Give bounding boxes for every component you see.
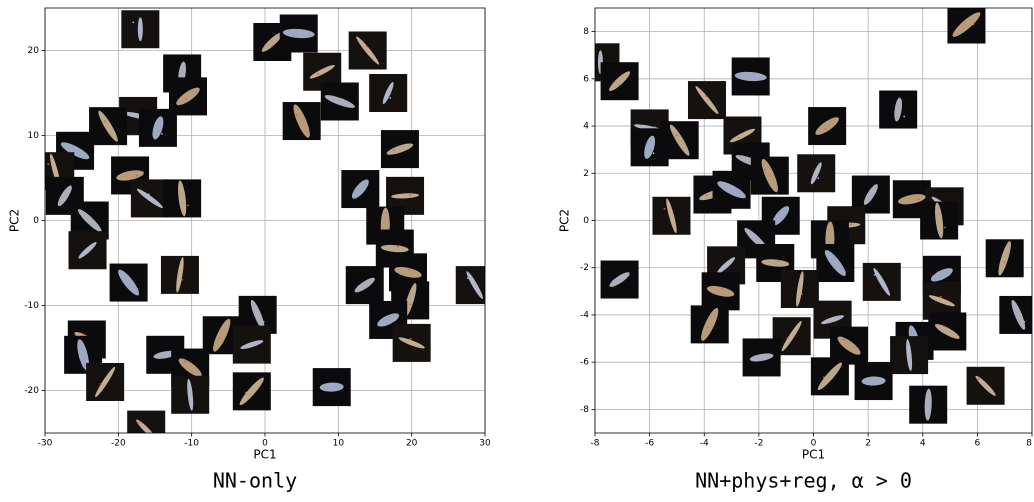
galaxy-thumbnail (456, 266, 494, 304)
x-tick-label: 8 (1026, 439, 1032, 449)
galaxy-thumbnail (381, 130, 419, 168)
x-tick-label: 20 (406, 439, 418, 449)
galaxy-thumbnail (346, 266, 384, 304)
figure: -30 -20 -10 0 10 20 30 -20 -10 0 10 20 PC1 PC2 NN-only… (0, 0, 1034, 498)
galaxy-thumbnail (601, 261, 639, 299)
galaxy-thumbnail (171, 376, 209, 414)
y-axis-label: PC2 (8, 209, 22, 232)
galaxy-thumbnail (928, 312, 966, 350)
galaxy-thumbnail (811, 357, 849, 395)
galaxy-thumbnail (313, 368, 351, 406)
galaxy-thumbnail (163, 179, 201, 217)
galaxy-thumbnail (110, 264, 148, 302)
y-tick-label: 8 (583, 27, 589, 37)
x-tick-label: -10 (184, 439, 199, 449)
x-axis-label: PC1 (253, 448, 276, 462)
galaxy-thumbnail (743, 338, 781, 376)
galaxy-thumbnail (751, 157, 789, 195)
x-tick-label: -8 (591, 439, 600, 449)
galaxy-thumbnail (781, 270, 819, 308)
y-tick-label: -4 (580, 310, 589, 320)
y-tick-label: 20 (28, 46, 40, 56)
caption: NN+phys+reg, α > 0 (695, 469, 912, 493)
galaxy-thumbnail (947, 6, 985, 44)
x-tick-label: 2 (865, 439, 871, 449)
y-tick-label: 4 (583, 122, 589, 132)
galaxy-thumbnail (920, 202, 958, 240)
galaxy-thumbnail (808, 107, 846, 145)
galaxy-thumbnail (69, 231, 107, 269)
x-tick-label: -4 (700, 439, 709, 449)
galaxy-thumbnail (631, 128, 669, 166)
galaxy-thumbnail (691, 305, 729, 343)
galaxy-thumbnail (855, 362, 893, 400)
y-tick-label: -10 (24, 301, 39, 311)
galaxy-thumbnail (393, 324, 431, 362)
galaxy-thumbnail (321, 83, 359, 121)
y-tick-label: -8 (580, 405, 589, 415)
galaxy-thumbnail (349, 32, 387, 70)
galaxy-thumbnail (702, 272, 740, 310)
galaxy-thumbnail (341, 170, 379, 208)
x-tick-label: 10 (333, 439, 345, 449)
galaxy-thumbnail (652, 197, 690, 235)
y-tick-label: -6 (580, 358, 589, 368)
galaxy-thumbnail (967, 367, 1005, 405)
galaxy-thumbnail (713, 171, 751, 209)
y-tick-label: -2 (580, 263, 589, 273)
x-tick-label: -2 (754, 439, 763, 449)
galaxy-thumbnail (89, 107, 127, 145)
galaxy-thumbnail (233, 372, 271, 410)
galaxy-thumbnail (863, 263, 901, 301)
caption: NN-only (213, 469, 297, 493)
galaxy-thumbnail (909, 386, 947, 424)
y-tick-label: 10 (28, 131, 40, 141)
y-tick-label: 2 (583, 169, 589, 179)
galaxy-thumbnail (86, 363, 124, 401)
galaxy-thumbnail (688, 81, 726, 119)
galaxy-thumbnail (161, 256, 199, 294)
x-tick-label: -6 (645, 439, 654, 449)
galaxy-thumbnail (601, 62, 639, 100)
galaxy-thumbnail (797, 154, 835, 192)
galaxy-thumbnail (816, 244, 854, 282)
galaxy-thumbnail (732, 57, 770, 95)
x-tick-label: 6 (975, 439, 981, 449)
y-tick-label: 0 (583, 216, 589, 226)
x-tick-label: -20 (111, 439, 126, 449)
x-tick-label: 30 (479, 439, 491, 449)
y-axis-label: PC2 (558, 209, 572, 232)
x-tick-label: 4 (920, 439, 926, 449)
galaxy-thumbnail (283, 102, 321, 140)
galaxy-thumbnail (369, 74, 407, 112)
galaxy-thumbnail (890, 336, 928, 374)
x-tick-label: -30 (38, 439, 53, 449)
y-tick-label: 6 (583, 74, 589, 84)
galaxy-thumbnail (233, 326, 271, 364)
y-tick-label: -20 (24, 386, 39, 396)
galaxy-thumbnail (986, 239, 1024, 277)
galaxy-thumbnail (879, 91, 917, 129)
galaxy-thumbnail (139, 109, 177, 147)
x-axis-label: PC1 (802, 448, 825, 462)
galaxy-thumbnail (999, 296, 1034, 334)
y-tick-label: 0 (33, 216, 39, 226)
galaxy-thumbnail (121, 10, 159, 48)
galaxy-thumbnail (127, 411, 165, 449)
galaxy-thumbnail (280, 15, 318, 53)
